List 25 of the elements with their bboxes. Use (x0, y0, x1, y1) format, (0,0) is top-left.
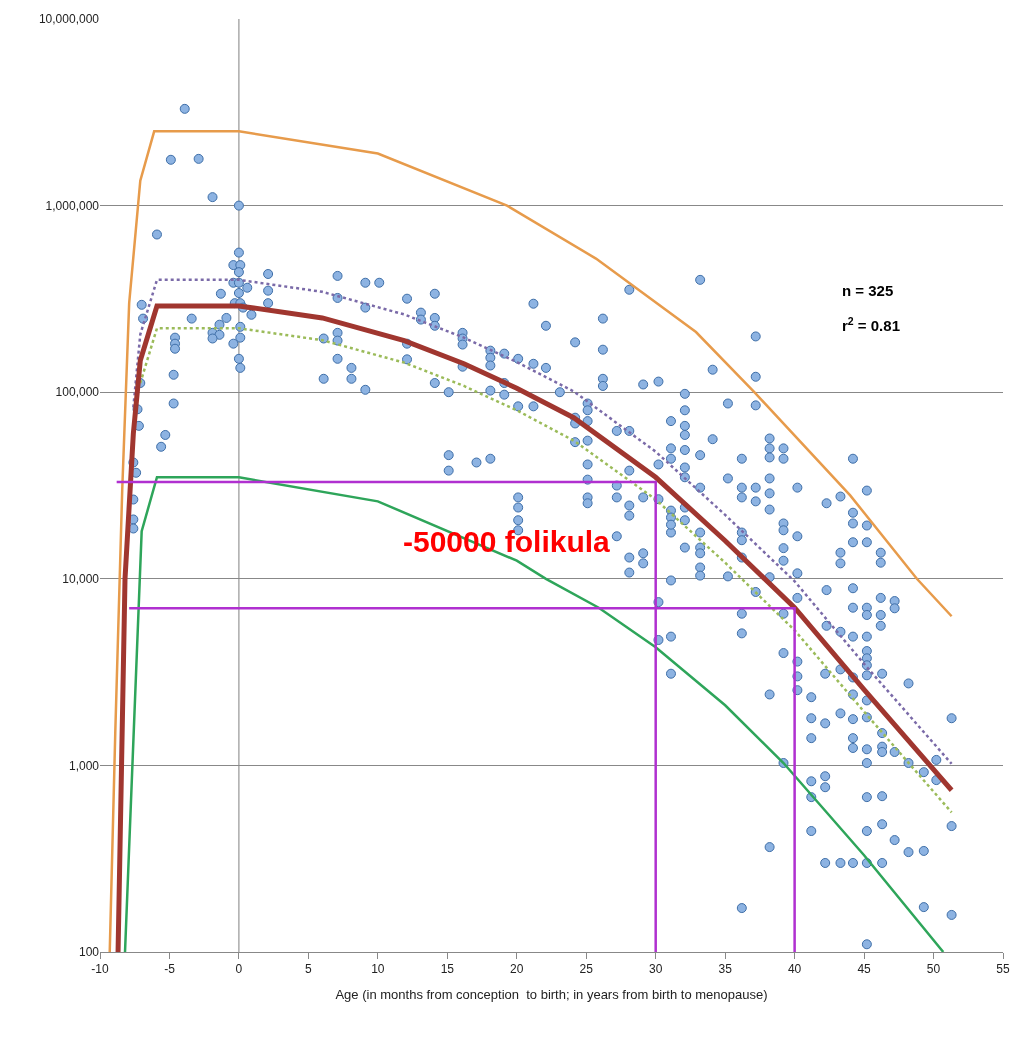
y-tick-label: 100,000 (55, 385, 100, 400)
x-tick-label: 40 (787, 962, 802, 977)
x-tick-label: 55 (996, 962, 1010, 977)
annotation: n = 325 (842, 282, 894, 299)
x-tick-label: 50 (926, 962, 941, 977)
x-tick-label: 35 (718, 962, 733, 977)
x-tick-label: 45 (857, 962, 872, 977)
x-tick-label: 20 (510, 962, 524, 977)
y-tick-label: 10,000,000 (38, 12, 100, 27)
y-tick-label: 10,000 (62, 572, 100, 586)
y-tick-label: 1,000 (68, 758, 100, 773)
x-tick-label: -10 (91, 962, 109, 977)
x-tick-label: 25 (579, 962, 594, 977)
y-tick-label: 1,000,000 (45, 198, 100, 213)
x-tick-label: 15 (440, 962, 455, 977)
line-series (132, 278, 953, 766)
x-tick-label: 10 (371, 962, 385, 977)
annotation: r$^{2}$ = 0.81 (842, 315, 900, 335)
x-tick-label: -5 (164, 962, 176, 977)
x-tick-label: 30 (649, 962, 663, 977)
x-axis-title: Age (in months from conception to birth; in years from birth to menopause) (335, 987, 768, 1002)
line-series (123, 476, 945, 952)
y-tick-label: 100 (78, 945, 100, 960)
x-tick-label: 5 (305, 962, 313, 977)
x-tick-label: 0 (235, 962, 243, 977)
